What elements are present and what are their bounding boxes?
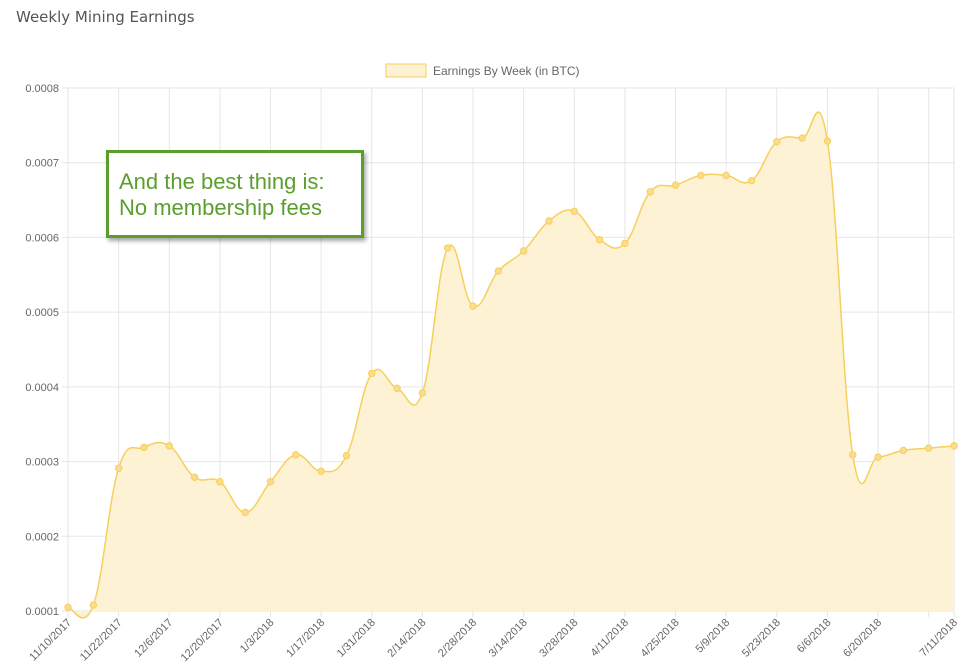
legend[interactable]: Earnings By Week (in BTC) xyxy=(385,63,580,78)
y-axis-ticks: 0.0001 0.0002 0.0003 0.0004 0.0005 0.0006 0.00… xyxy=(25,83,59,618)
x-tick-label: 5/23/2018 xyxy=(740,617,783,660)
area-fill xyxy=(68,112,954,618)
data-point[interactable] xyxy=(190,473,199,481)
x-tick-label: 12/20/2017 xyxy=(179,617,226,664)
x-tick-label: 12/6/2017 xyxy=(132,617,175,660)
page-title: Weekly Mining Earnings xyxy=(16,8,195,26)
x-tick-label: 11/10/2017 xyxy=(27,617,74,664)
data-point[interactable] xyxy=(114,464,123,472)
x-tick-label: 6/6/2018 xyxy=(795,617,834,656)
x-tick-label: 2/28/2018 xyxy=(436,617,479,660)
x-tick-label: 7/11/2018 xyxy=(918,617,961,660)
y-tick-label: 0.0006 xyxy=(25,232,59,244)
y-tick-label: 0.0007 xyxy=(25,158,59,170)
data-point[interactable] xyxy=(545,217,553,225)
data-point[interactable] xyxy=(89,601,98,609)
x-tick-label: 1/31/2018 xyxy=(335,617,378,660)
y-tick-label: 0.0005 xyxy=(25,307,59,319)
data-points xyxy=(64,134,958,611)
data-point[interactable] xyxy=(444,244,452,252)
x-axis-ticks: 11/10/2017 11/22/2017 12/6/2017 12/20/2017 1… xyxy=(27,617,960,664)
x-tick-label: 11/22/2017 xyxy=(78,617,125,664)
x-tick-label: 4/25/2018 xyxy=(639,617,682,660)
data-point[interactable] xyxy=(418,389,427,397)
data-point[interactable] xyxy=(773,138,781,146)
y-tick-label: 0.0002 xyxy=(25,531,59,543)
x-tick-label: 1/17/2018 xyxy=(284,617,327,660)
x-tick-label: 3/28/2018 xyxy=(537,617,580,660)
y-tick-label: 0.0003 xyxy=(25,457,59,469)
x-tick-label: 3/14/2018 xyxy=(487,617,530,660)
data-point[interactable] xyxy=(216,478,224,486)
data-point[interactable] xyxy=(469,302,477,310)
x-tick-label: 6/20/2018 xyxy=(841,617,884,660)
data-point[interactable] xyxy=(368,369,376,378)
legend-swatch xyxy=(385,63,427,78)
callout-line-1: And the best thing is: xyxy=(119,169,325,194)
data-point[interactable] xyxy=(393,384,401,393)
data-point[interactable] xyxy=(595,235,604,244)
data-point[interactable] xyxy=(570,207,578,215)
data-point[interactable] xyxy=(874,453,882,461)
x-tick-label: 1/3/2018 xyxy=(238,617,277,656)
data-point[interactable] xyxy=(292,451,300,459)
data-point[interactable] xyxy=(950,442,958,450)
y-tick-label: 0.0001 xyxy=(25,606,59,618)
data-point[interactable] xyxy=(798,134,806,142)
data-point[interactable] xyxy=(621,239,629,248)
data-point[interactable] xyxy=(241,508,249,517)
x-tick-label: 2/14/2018 xyxy=(385,617,428,660)
data-point[interactable] xyxy=(64,603,72,611)
data-point[interactable] xyxy=(747,176,756,185)
y-tick-label: 0.0008 xyxy=(25,83,59,95)
data-point[interactable] xyxy=(671,181,680,189)
data-point[interactable] xyxy=(342,451,351,460)
data-point[interactable] xyxy=(519,247,528,255)
data-point[interactable] xyxy=(266,478,275,486)
data-point[interactable] xyxy=(646,188,654,196)
data-point[interactable] xyxy=(722,171,730,180)
callout-line-2: No membership fees xyxy=(119,195,322,220)
data-point[interactable] xyxy=(823,137,832,145)
data-point[interactable] xyxy=(317,467,325,475)
data-point[interactable] xyxy=(165,442,173,450)
x-tick-label: 5/9/2018 xyxy=(694,617,733,656)
promo-callout: And the best thing is: No membership fee… xyxy=(106,150,364,238)
data-point[interactable] xyxy=(924,444,933,452)
data-point[interactable] xyxy=(899,446,908,455)
data-point[interactable] xyxy=(849,451,857,459)
legend-label: Earnings By Week (in BTC) xyxy=(433,64,580,78)
data-point[interactable] xyxy=(140,443,148,452)
x-tick-label: 4/11/2018 xyxy=(589,617,632,660)
data-point[interactable] xyxy=(494,267,503,275)
y-tick-label: 0.0004 xyxy=(25,382,59,394)
data-point[interactable] xyxy=(697,171,705,180)
